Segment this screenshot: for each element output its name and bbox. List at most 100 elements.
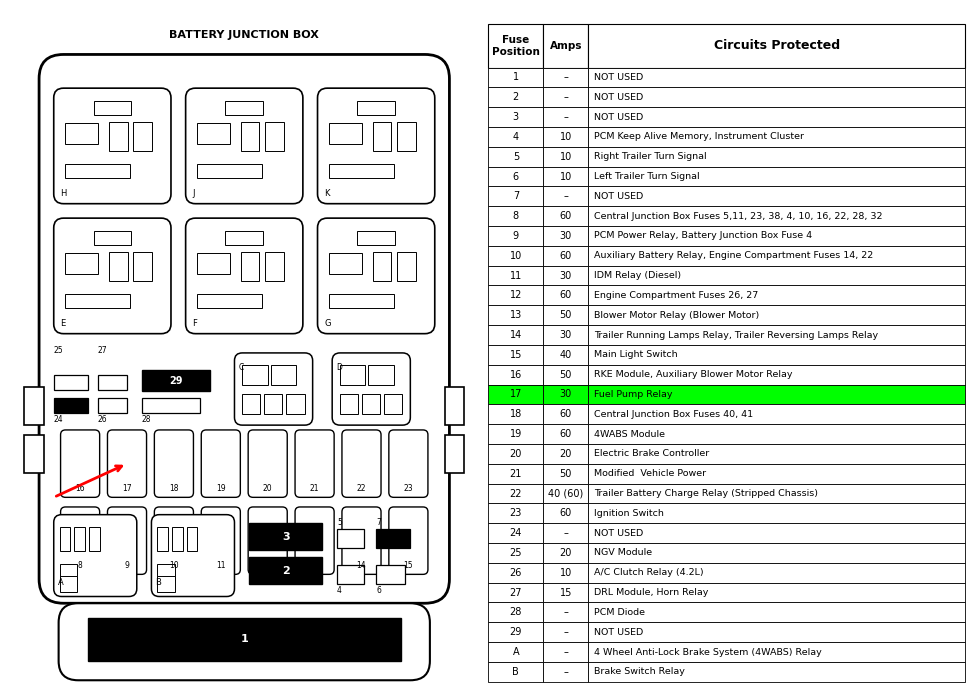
FancyBboxPatch shape — [154, 430, 193, 498]
Text: 50: 50 — [560, 310, 573, 320]
Bar — [242, 394, 261, 415]
Bar — [588, 305, 965, 325]
Text: Modified  Vehicle Power: Modified Vehicle Power — [594, 469, 706, 478]
Bar — [384, 394, 403, 415]
Bar — [372, 252, 392, 280]
Bar — [488, 385, 543, 404]
Bar — [543, 325, 588, 345]
Text: 14: 14 — [357, 561, 366, 570]
Text: 60: 60 — [560, 509, 572, 518]
FancyBboxPatch shape — [295, 430, 334, 498]
FancyBboxPatch shape — [389, 430, 428, 498]
Text: 40: 40 — [560, 350, 572, 360]
Text: Main Light Switch: Main Light Switch — [594, 350, 678, 359]
Bar — [197, 253, 231, 273]
Text: 4WABS Module: 4WABS Module — [594, 430, 665, 439]
FancyBboxPatch shape — [389, 507, 428, 574]
Bar — [488, 503, 543, 523]
Bar — [488, 186, 543, 206]
Text: 14: 14 — [510, 330, 522, 340]
Text: NOT USED: NOT USED — [594, 529, 644, 538]
Text: 21: 21 — [510, 468, 522, 479]
Bar — [543, 107, 588, 127]
Bar — [588, 286, 965, 305]
Bar — [588, 226, 965, 246]
Text: 5: 5 — [513, 152, 519, 162]
Bar — [543, 24, 588, 68]
FancyBboxPatch shape — [318, 88, 435, 203]
FancyBboxPatch shape — [342, 430, 381, 498]
Bar — [488, 543, 543, 563]
Bar — [588, 662, 965, 682]
FancyBboxPatch shape — [318, 218, 435, 334]
Bar — [240, 252, 260, 280]
Bar — [240, 122, 260, 151]
Text: 8: 8 — [513, 211, 519, 221]
Text: NGV Module: NGV Module — [594, 549, 653, 558]
Text: 10: 10 — [169, 561, 179, 570]
Bar — [362, 394, 380, 415]
Text: A/C Clutch Relay (4.2L): A/C Clutch Relay (4.2L) — [594, 568, 703, 577]
Bar — [543, 87, 588, 107]
Text: C: C — [238, 363, 243, 372]
Bar — [543, 543, 588, 563]
Text: 27: 27 — [510, 588, 522, 598]
Bar — [543, 444, 588, 464]
Bar — [588, 444, 965, 464]
Bar — [588, 107, 965, 127]
Bar — [108, 252, 128, 280]
Bar — [54, 375, 88, 390]
Text: H: H — [61, 189, 67, 198]
Text: 20: 20 — [560, 548, 573, 558]
Text: NOT USED: NOT USED — [594, 93, 644, 102]
Bar — [488, 365, 543, 385]
Text: –: – — [564, 608, 569, 617]
Bar — [543, 206, 588, 226]
Text: 50: 50 — [560, 370, 573, 380]
Bar — [197, 165, 262, 179]
Text: 30: 30 — [560, 330, 572, 340]
Text: 15: 15 — [404, 561, 413, 570]
Bar — [543, 603, 588, 622]
Bar — [588, 167, 965, 186]
Text: 7: 7 — [376, 518, 381, 527]
Bar — [488, 147, 543, 167]
Bar — [543, 583, 588, 603]
Text: 5: 5 — [337, 518, 342, 527]
Text: 13: 13 — [510, 310, 522, 320]
Text: 17: 17 — [122, 484, 132, 493]
Text: Central Junction Box Fuses 40, 41: Central Junction Box Fuses 40, 41 — [594, 410, 753, 419]
Text: Ignition Switch: Ignition Switch — [594, 509, 664, 518]
Bar — [65, 294, 130, 308]
Text: NOT USED: NOT USED — [594, 73, 644, 82]
Text: 3: 3 — [513, 112, 519, 122]
Bar — [94, 101, 131, 115]
Bar — [24, 435, 44, 473]
Text: Trailer Running Lamps Relay, Trailer Reversing Lamps Relay: Trailer Running Lamps Relay, Trailer Rev… — [594, 331, 878, 340]
FancyBboxPatch shape — [151, 515, 234, 597]
Bar — [340, 365, 365, 385]
Text: 23: 23 — [510, 509, 522, 518]
Text: 26: 26 — [98, 415, 107, 424]
Text: Circuits Protected: Circuits Protected — [713, 39, 839, 52]
Bar — [488, 226, 543, 246]
Bar — [89, 527, 100, 552]
Text: 19: 19 — [510, 429, 522, 439]
Text: 60: 60 — [560, 429, 572, 439]
Text: 15: 15 — [510, 350, 522, 360]
Text: G: G — [324, 319, 331, 328]
Bar — [488, 24, 543, 68]
Text: 23: 23 — [404, 484, 413, 493]
Bar — [142, 370, 210, 392]
Text: Blower Motor Relay (Blower Motor): Blower Motor Relay (Blower Motor) — [594, 311, 759, 320]
Bar — [588, 404, 965, 424]
FancyBboxPatch shape — [234, 353, 313, 425]
Bar — [60, 564, 77, 580]
Text: PCM Power Relay, Battery Junction Box Fuse 4: PCM Power Relay, Battery Junction Box Fu… — [594, 231, 813, 240]
Text: IDM Relay (Diesel): IDM Relay (Diesel) — [594, 271, 681, 280]
Bar — [543, 186, 588, 206]
Bar — [588, 622, 965, 642]
Text: 22: 22 — [357, 484, 366, 493]
Bar — [329, 165, 394, 179]
Text: 60: 60 — [560, 251, 572, 261]
